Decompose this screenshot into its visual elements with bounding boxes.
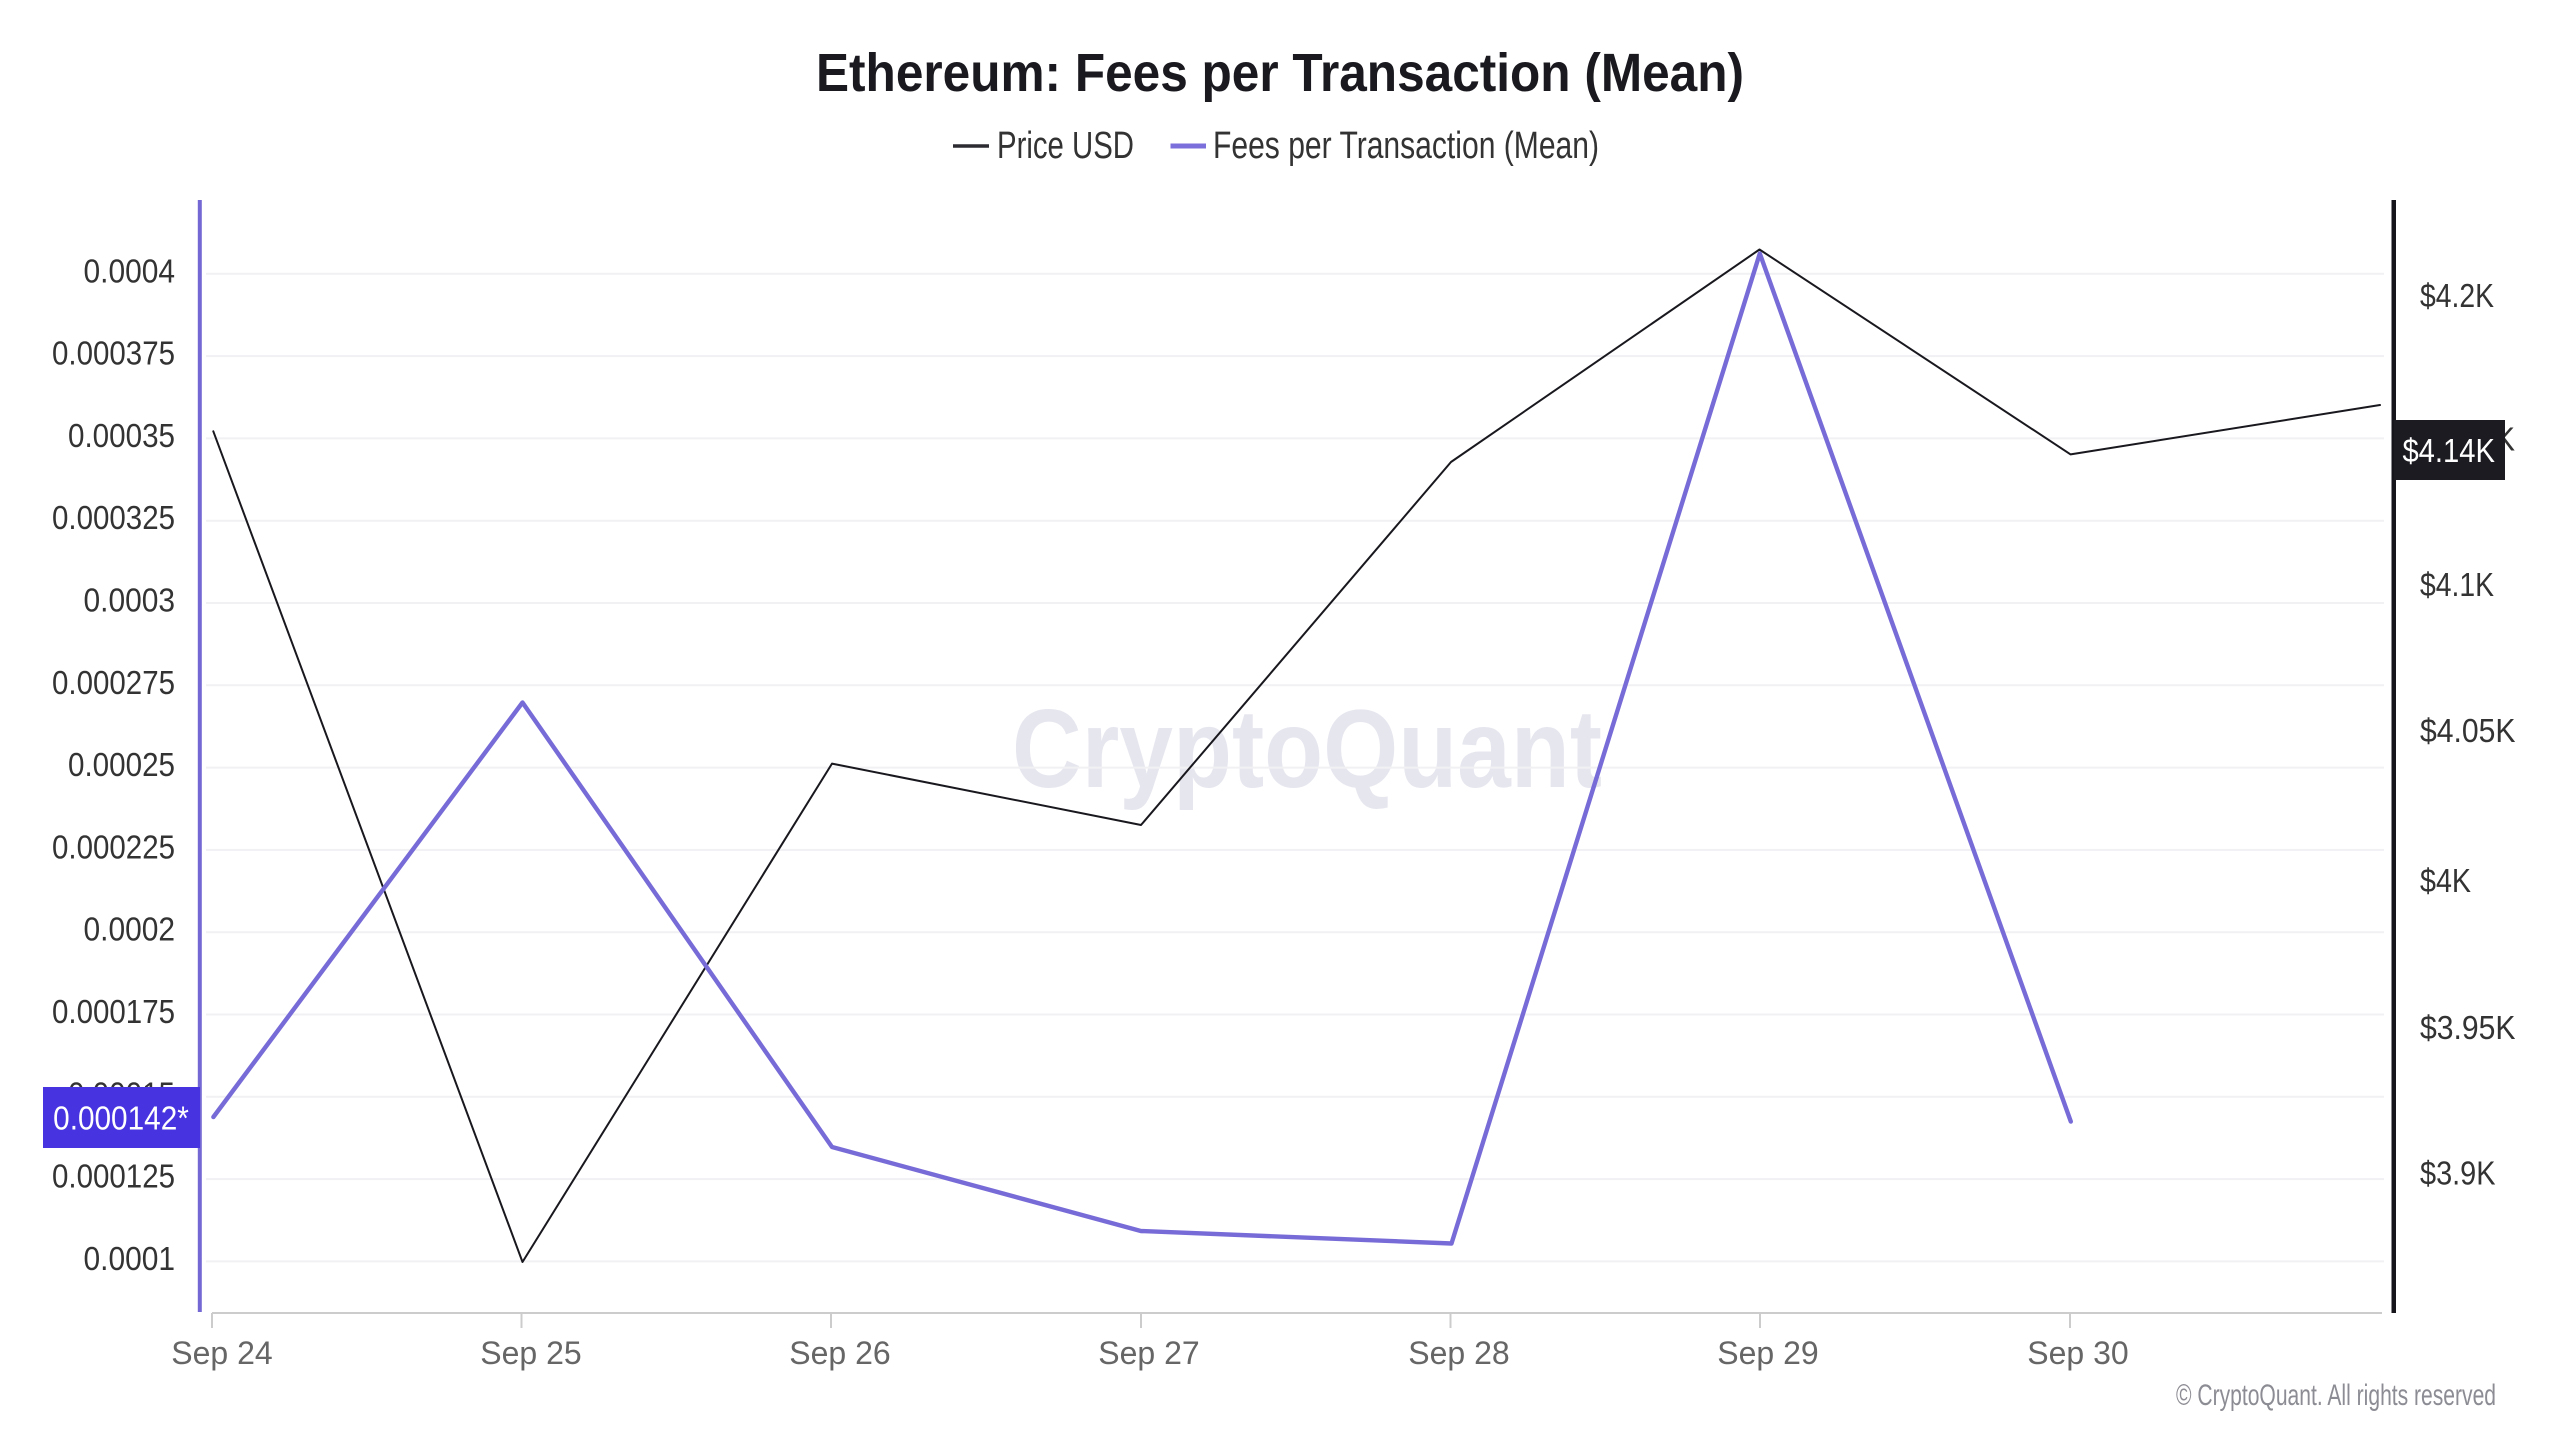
svg-text:0.000225: 0.000225 xyxy=(52,828,175,865)
svg-text:Sep 29: Sep 29 xyxy=(1717,1335,1818,1371)
svg-text:0.000275: 0.000275 xyxy=(52,664,175,701)
svg-text:Sep 24: Sep 24 xyxy=(171,1335,272,1371)
svg-text:0.0003: 0.0003 xyxy=(84,582,176,619)
svg-text:0.000325: 0.000325 xyxy=(52,499,175,536)
svg-text:0.0002: 0.0002 xyxy=(84,911,176,948)
svg-text:$4.05K: $4.05K xyxy=(2420,712,2516,749)
svg-text:0.000125: 0.000125 xyxy=(52,1158,175,1195)
svg-text:0.000375: 0.000375 xyxy=(52,335,175,372)
svg-text:$4.2K: $4.2K xyxy=(2420,277,2494,314)
svg-text:$3.9K: $3.9K xyxy=(2420,1155,2496,1192)
svg-text:Ethereum: Fees per Transaction: Ethereum: Fees per Transaction (Mean) xyxy=(816,43,1744,103)
svg-text:© CryptoQuant. All rights rese: © CryptoQuant. All rights reserved xyxy=(2176,1379,2496,1412)
svg-text:Price USD: Price USD xyxy=(997,125,1134,167)
svg-text:0.000142*: 0.000142* xyxy=(53,1100,189,1137)
svg-text:$3.95K: $3.95K xyxy=(2420,1009,2516,1046)
svg-text:Sep 26: Sep 26 xyxy=(789,1335,890,1371)
svg-text:0.00035: 0.00035 xyxy=(68,417,175,454)
svg-text:0.0004: 0.0004 xyxy=(84,252,176,289)
svg-text:0.0001: 0.0001 xyxy=(84,1240,176,1277)
svg-text:$4K: $4K xyxy=(2420,862,2471,899)
svg-text:0.000175: 0.000175 xyxy=(52,993,175,1030)
svg-text:CryptoQuant: CryptoQuant xyxy=(1012,687,1602,811)
svg-text:$4.1K: $4.1K xyxy=(2420,566,2494,603)
svg-text:Fees per Transaction (Mean): Fees per Transaction (Mean) xyxy=(1213,125,1599,167)
svg-text:Sep 28: Sep 28 xyxy=(1408,1335,1509,1371)
svg-text:Sep 25: Sep 25 xyxy=(480,1335,581,1371)
svg-text:0.00025: 0.00025 xyxy=(68,746,175,783)
svg-text:Sep 27: Sep 27 xyxy=(1098,1335,1199,1371)
svg-text:$4.14K: $4.14K xyxy=(2402,432,2495,469)
svg-text:Sep 30: Sep 30 xyxy=(2027,1335,2128,1371)
